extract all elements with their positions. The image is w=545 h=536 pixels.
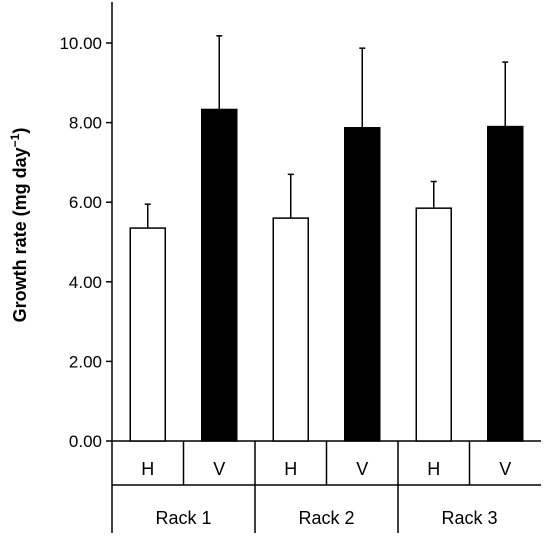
x-category-label: V	[356, 459, 368, 479]
bar-rack-3-v	[487, 125, 524, 442]
x-group-label: Rack 1	[155, 508, 211, 528]
bar-rack-2-v	[344, 127, 381, 442]
y-tick-label: 10.00	[59, 34, 102, 53]
bar-rack-1-h	[129, 227, 166, 442]
x-group-label: Rack 2	[298, 508, 354, 528]
x-group-label: Rack 3	[441, 508, 497, 528]
bar-rack-3-h	[415, 207, 452, 442]
bar-rack-2-h	[272, 217, 309, 442]
x-category-label: V	[213, 459, 225, 479]
y-tick-label: 0.00	[69, 432, 102, 451]
y-axis-label: Growth rate (mg day−1)	[8, 128, 30, 323]
y-tick-label: 4.00	[69, 273, 102, 292]
y-tick-label: 2.00	[69, 352, 102, 371]
bar-rack-1-v	[201, 108, 238, 442]
x-category-label: H	[427, 459, 440, 479]
y-tick-label: 6.00	[69, 193, 102, 212]
y-tick-label: 8.00	[69, 114, 102, 133]
bar-series	[129, 35, 524, 442]
x-axis-categories: H V Rack 1 H V Rack 2 H V Rack 3	[141, 441, 511, 533]
x-category-label: H	[141, 459, 154, 479]
x-category-label: V	[499, 459, 511, 479]
x-category-label: H	[284, 459, 297, 479]
y-axis-ticks: 0.00 2.00 4.00 6.00 8.00 10.00	[59, 34, 112, 451]
